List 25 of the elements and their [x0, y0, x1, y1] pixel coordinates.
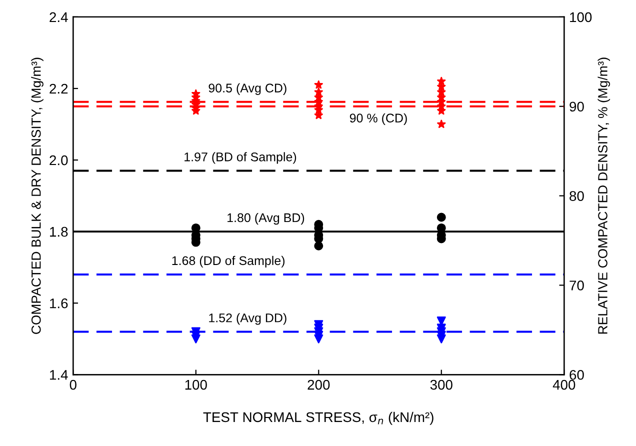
y2-tick-label: 90: [570, 102, 584, 112]
ref-line-label: 90.5 (Avg CD): [208, 83, 286, 95]
y2-tick-label: 80: [570, 191, 584, 201]
y-tick-label: 1.8: [50, 226, 68, 237]
y2-tick-label: 100: [570, 12, 592, 22]
y-tick-label: 2.0: [50, 155, 68, 166]
y-tick-label: 1.4: [50, 370, 68, 380]
x-tick-label: 200: [308, 380, 330, 390]
y2-tick-label: 60: [570, 370, 584, 380]
y-axis-title: COMPACTED BULK & DRY DENSITY, (Mg/m³): [31, 58, 44, 334]
y-tick-label: 2.4: [50, 12, 68, 22]
ref-line-label: 1.97 (BD of Sample): [184, 152, 296, 164]
x-tick-label: 0: [70, 380, 76, 390]
ref-line-label: 1.68 (DD of Sample): [172, 256, 284, 268]
x-tick-label: 400: [552, 380, 576, 390]
y2-tick-label: 70: [570, 280, 584, 290]
y-tick-label: 2.2: [50, 84, 68, 94]
x-tick-label: 300: [430, 380, 452, 390]
x-axis-title: TEST NORMAL STRESS, σ$_{n}$ (kN/m²): [203, 412, 434, 425]
y-tick-label: 1.6: [50, 298, 68, 308]
ref-line-label: 1.80 (Avg BD): [228, 212, 304, 225]
y2-axis-title: RELATIVE COMPACTED DENSITY, % (Mg/m³): [598, 58, 610, 334]
x-tick-label: 100: [185, 380, 207, 390]
ref-line-label: 1.52 (Avg DD): [209, 313, 286, 325]
ref-line-label: 90 % (CD): [350, 113, 407, 125]
